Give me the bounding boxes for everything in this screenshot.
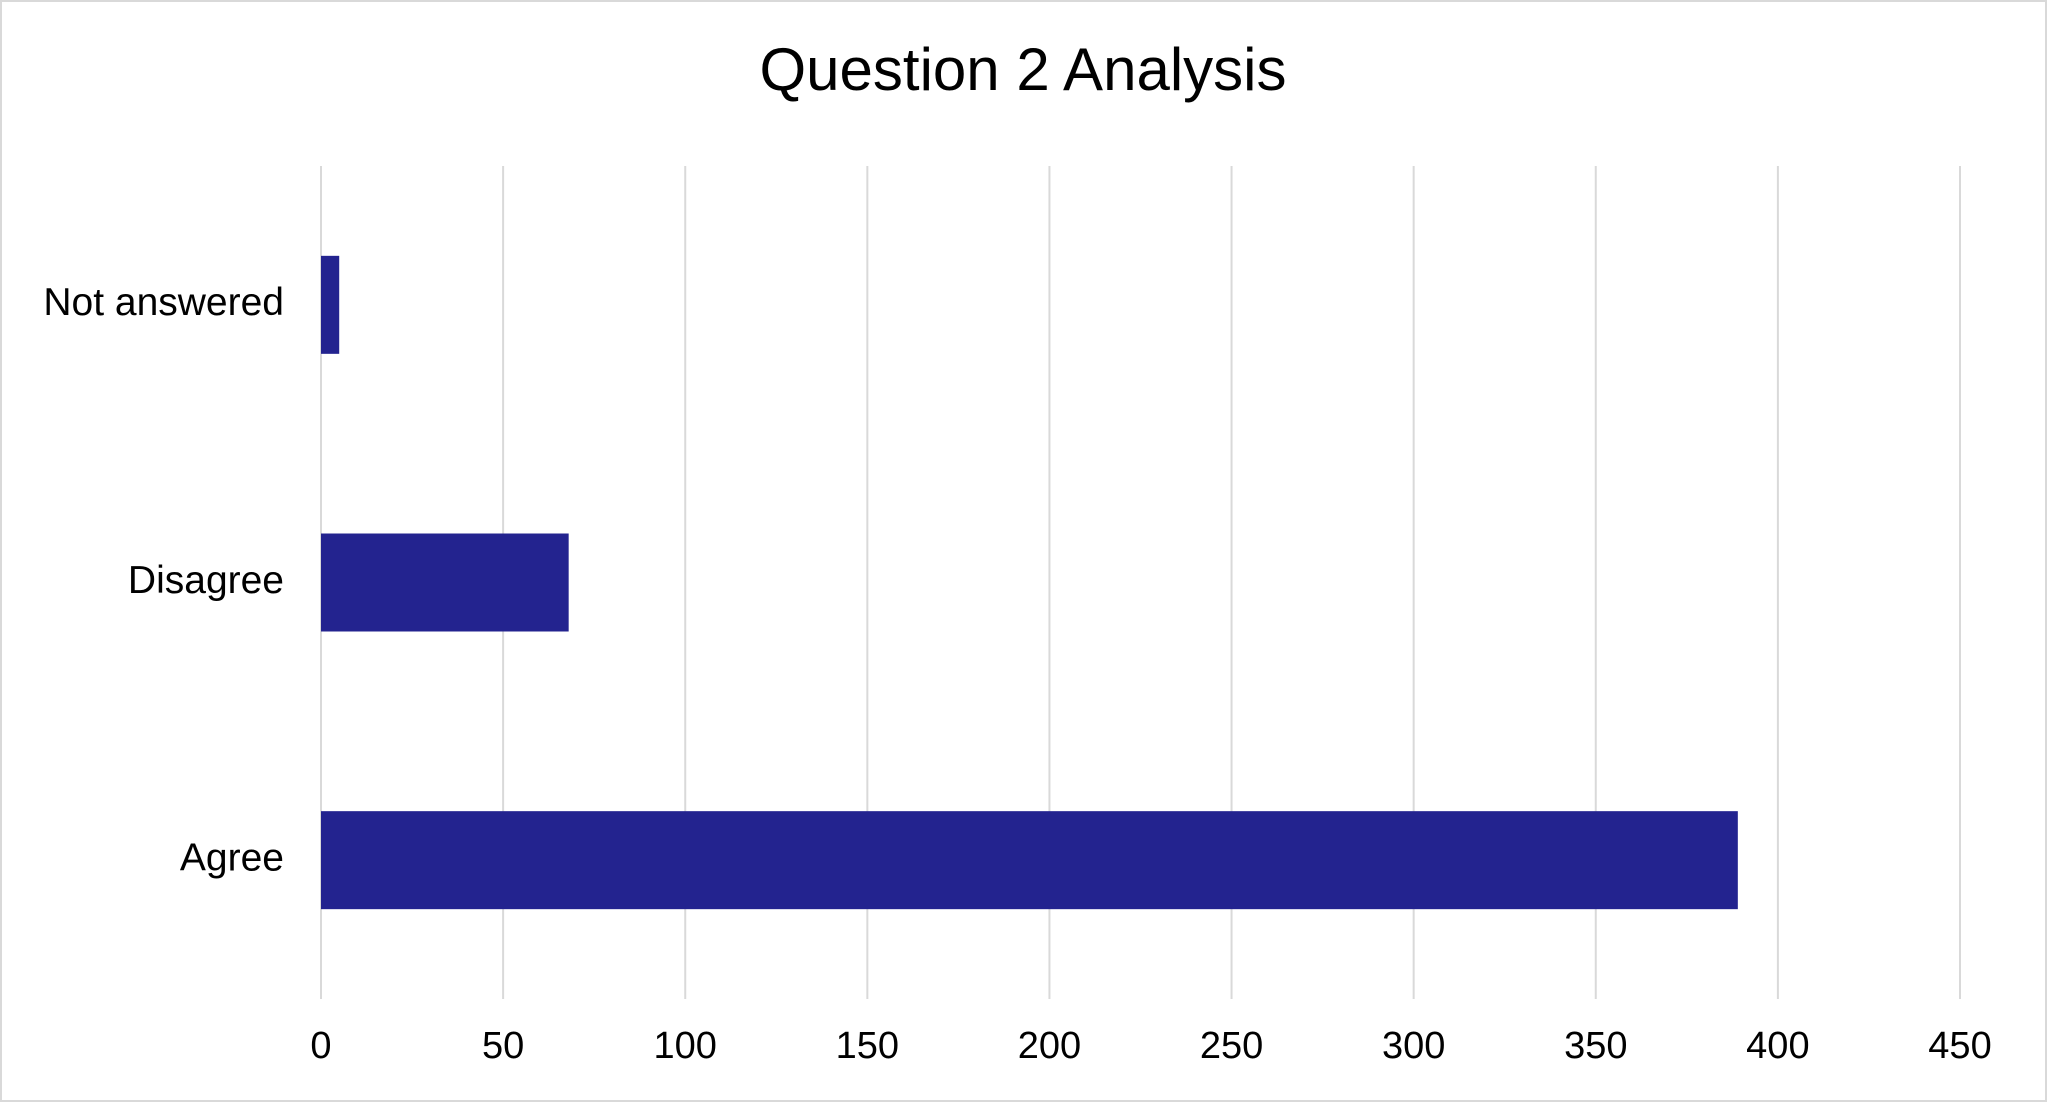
x-tick-label: 350	[1564, 1025, 1627, 1067]
bar	[321, 811, 1738, 910]
x-tick-label: 250	[1200, 1025, 1263, 1067]
y-tick-label: Agree	[180, 836, 284, 879]
x-tick-label: 450	[1928, 1025, 1991, 1067]
y-tick-label: Disagree	[128, 559, 284, 602]
x-tick-label: 100	[654, 1025, 717, 1067]
x-tick-label: 0	[310, 1025, 331, 1067]
x-tick-label: 50	[482, 1025, 524, 1067]
x-tick-label: 400	[1746, 1025, 1809, 1067]
y-tick-label: Not answered	[43, 281, 284, 324]
bar	[321, 255, 340, 354]
x-tick-label: 200	[1018, 1025, 1081, 1067]
x-tick-label: 150	[836, 1025, 899, 1067]
x-tick-label: 300	[1382, 1025, 1445, 1067]
chart-title: Question 2 Analysis	[760, 36, 1287, 103]
bar	[321, 533, 569, 632]
